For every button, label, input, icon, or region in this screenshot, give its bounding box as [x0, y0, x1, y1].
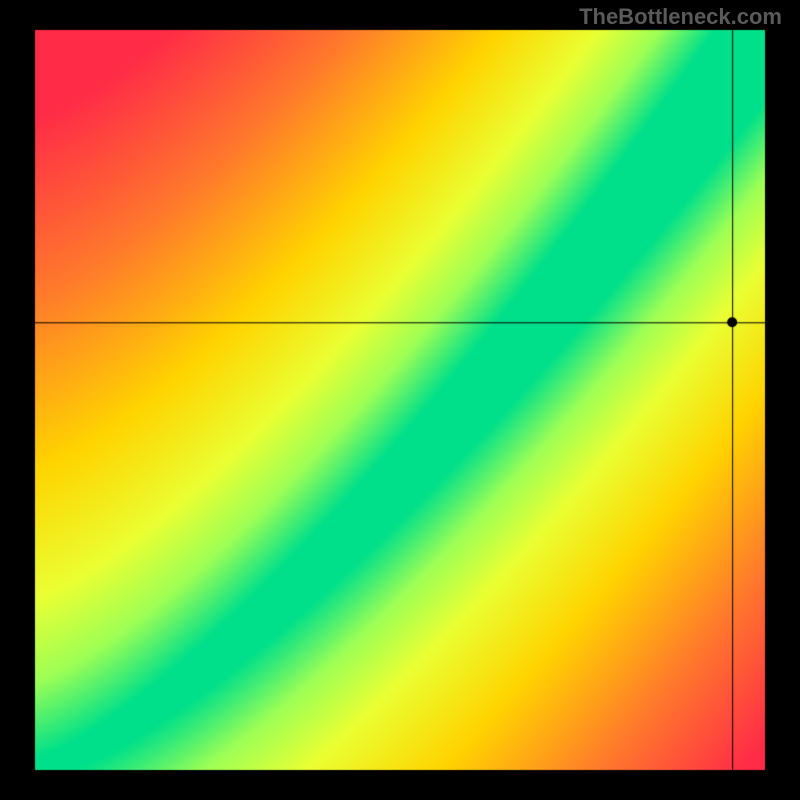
chart-container: TheBottleneck.com [0, 0, 800, 800]
watermark-text: TheBottleneck.com [579, 4, 782, 30]
bottleneck-heatmap [0, 0, 800, 800]
